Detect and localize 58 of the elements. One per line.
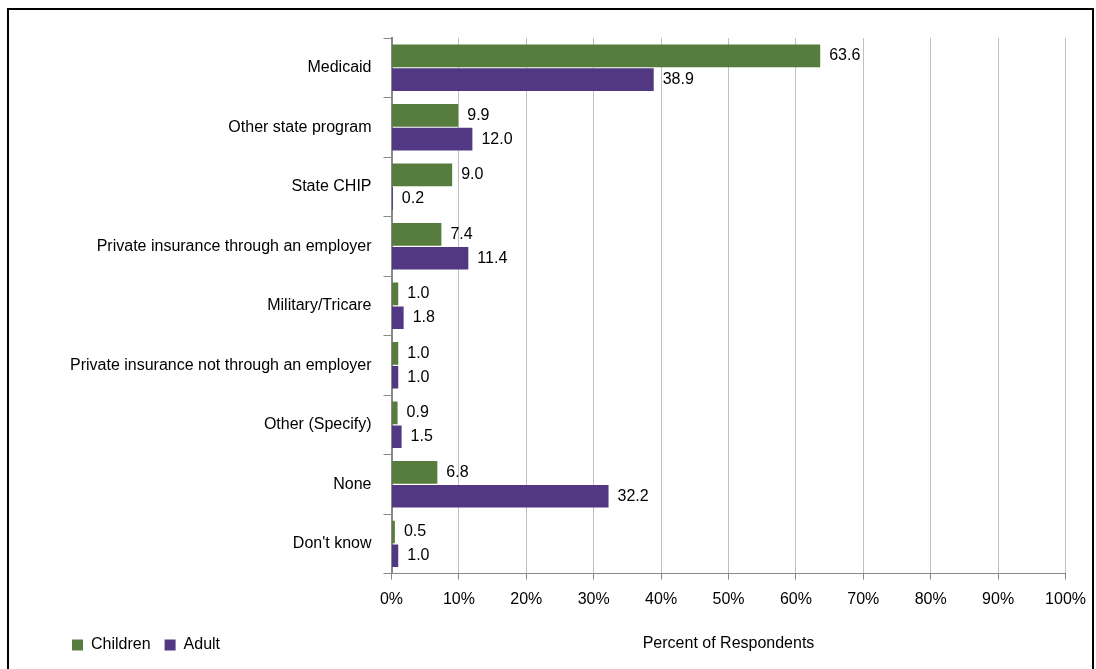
bar (392, 365, 399, 389)
x-tick-label: 20% (510, 589, 543, 607)
x-tick-label: 60% (779, 589, 812, 607)
x-tick-label: 0% (379, 589, 404, 607)
y-tick-label: State CHIP (291, 177, 372, 195)
x-tick-label: 10% (442, 589, 475, 607)
data-label: 9.0 (461, 165, 484, 183)
bar (392, 484, 609, 508)
x-tick-label: 90% (982, 589, 1015, 607)
y-tick-label: None (333, 474, 372, 492)
x-tick-label: 80% (914, 589, 947, 607)
data-label: 0.2 (401, 189, 425, 207)
bar (392, 68, 654, 91)
y-tick-label: Don't know (292, 534, 372, 552)
y-tick-label: Other (Specify) (263, 415, 372, 433)
bar (392, 544, 399, 568)
data-label: 38.9 (662, 70, 694, 88)
data-label: 12.0 (481, 129, 513, 147)
data-label: 63.6 (829, 46, 861, 64)
data-label: 1.8 (412, 308, 435, 326)
x-tick-label: 50% (712, 589, 745, 607)
legend-label: Adult (183, 635, 221, 653)
y-tick-label: Medicaid (307, 58, 372, 76)
data-label: 7.4 (450, 224, 473, 242)
bar (392, 127, 473, 151)
bar (392, 44, 821, 68)
x-tick-label: 70% (847, 589, 880, 607)
y-tick-label: Private insurance through an employer (96, 236, 373, 254)
data-label: 1.0 (407, 546, 430, 564)
data-label: 1.0 (407, 284, 430, 302)
x-tick-label: 40% (645, 589, 678, 607)
data-label: 1.0 (407, 343, 430, 361)
x-axis-title: Percent of Respondents (642, 633, 815, 651)
bar (392, 425, 402, 449)
legend-label: Children (91, 635, 151, 653)
data-label: 32.2 (617, 486, 649, 504)
data-label: 9.9 (467, 105, 490, 123)
x-tick-label: 100% (1045, 589, 1086, 607)
x-tick-label: 30% (577, 589, 610, 607)
bar (392, 401, 398, 425)
y-tick-label: Other state program (228, 117, 372, 135)
data-label: 1.5 (410, 427, 433, 445)
data-label: 11.4 (477, 248, 508, 266)
bar (392, 246, 469, 270)
bar (392, 163, 453, 187)
data-label: 1.0 (407, 367, 430, 385)
y-tick-label: Military/Tricare (267, 296, 372, 314)
bar (392, 342, 399, 365)
data-label: 0.5 (403, 522, 427, 540)
bar (392, 282, 399, 306)
bar (392, 104, 459, 127)
bar (392, 461, 438, 484)
bar (392, 306, 404, 330)
bar (392, 223, 442, 246)
y-tick-label: Private insurance not through an employer (69, 355, 373, 373)
data-label: 0.9 (406, 403, 429, 421)
data-label: 6.8 (446, 462, 469, 480)
bar (392, 520, 395, 544)
